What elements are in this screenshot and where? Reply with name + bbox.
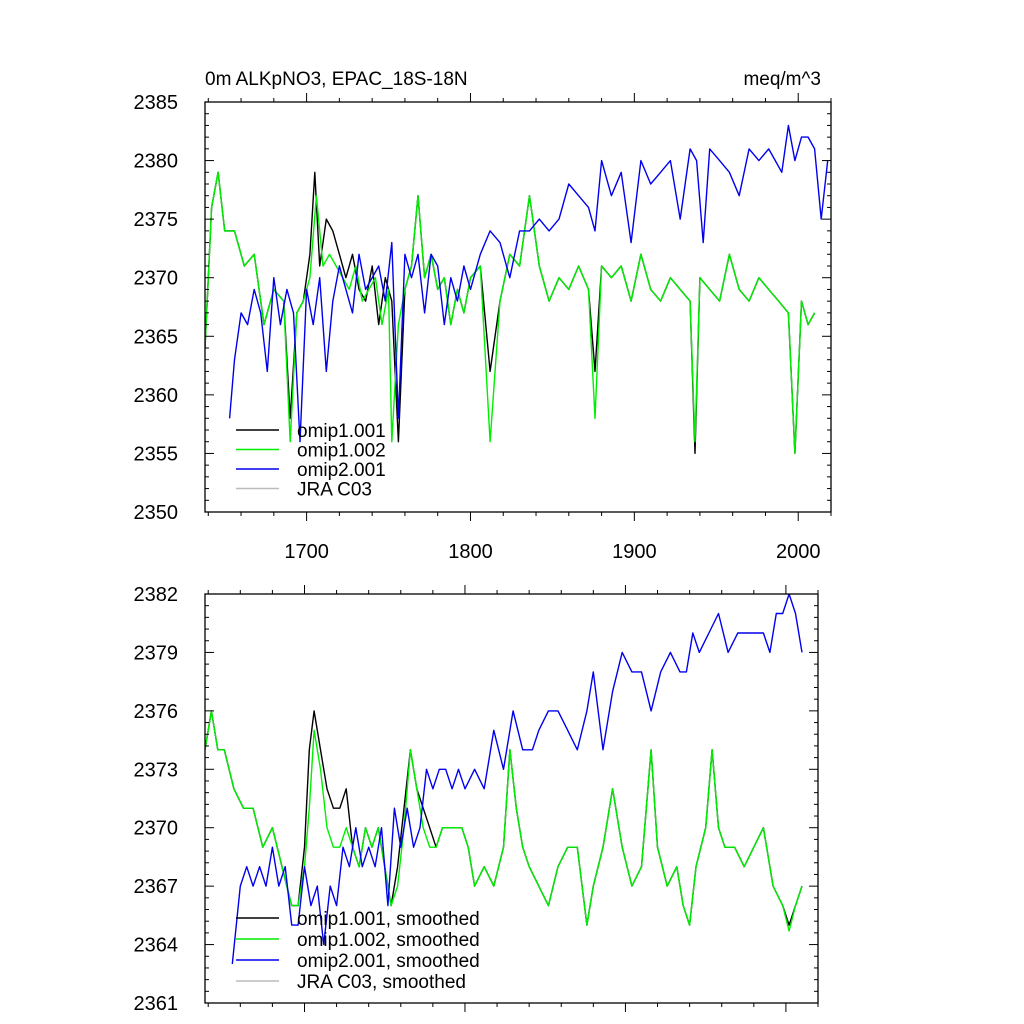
- legend-label: omip2.001, smoothed: [297, 951, 480, 972]
- x-tick-label: 1800: [448, 541, 493, 563]
- series-line-2: [205, 710, 803, 932]
- legend-label: omip1.002, smoothed: [297, 930, 480, 951]
- x-tick-label: 1700: [284, 541, 329, 563]
- series-line-2: [205, 171, 816, 455]
- y-tick-label: 2382: [134, 584, 179, 606]
- y-tick-label: 2355: [134, 443, 179, 465]
- y-tick-label: 2373: [134, 759, 179, 781]
- legend-label: omip1.001: [297, 421, 386, 442]
- y-tick-label: 2367: [134, 876, 179, 898]
- y-tick-label: 2380: [134, 151, 179, 173]
- y-tick-label: 2375: [134, 209, 179, 231]
- chart-title: 0m ALKpNO3, EPAC_18S-18N: [205, 69, 468, 90]
- legend-label: omip2.001: [297, 460, 386, 481]
- legend-label: omip1.001, smoothed: [297, 909, 480, 930]
- top-panel: 2350 2355 2360 2365 2370 2375 2380 2385 1700 1800…: [134, 69, 832, 563]
- series-line-3: [228, 124, 829, 443]
- y-tick-label: 2370: [134, 268, 179, 290]
- plot-frame: [204, 593, 819, 1004]
- y-tick-label: 2376: [134, 701, 179, 723]
- series-line-1: [205, 710, 803, 926]
- x-tick-label: 2000: [776, 541, 821, 563]
- bottom-panel: 2361 2364 2367 2370 2373 2376 2379 2382 omip1.00…: [134, 584, 819, 1015]
- legend-label: JRA C03, smoothed: [297, 972, 466, 993]
- y-tick-label: 2370: [134, 818, 179, 840]
- y-tick-label: 2350: [134, 502, 179, 524]
- series-line-3: [231, 594, 803, 965]
- y-tick-label: 2361: [134, 993, 179, 1015]
- y-tick-label: 2360: [134, 385, 179, 407]
- chart-units: meq/m^3: [743, 69, 821, 90]
- y-tick-label: 2364: [134, 935, 179, 957]
- legend-label: JRA C03: [297, 480, 372, 501]
- x-tick-label: 1900: [612, 541, 657, 563]
- y-tick-label: 2365: [134, 326, 179, 348]
- y-tick-label: 2385: [134, 92, 179, 114]
- plot-frame: [204, 101, 832, 513]
- y-tick-label: 2379: [134, 642, 179, 664]
- legend-label: omip1.002: [297, 441, 386, 462]
